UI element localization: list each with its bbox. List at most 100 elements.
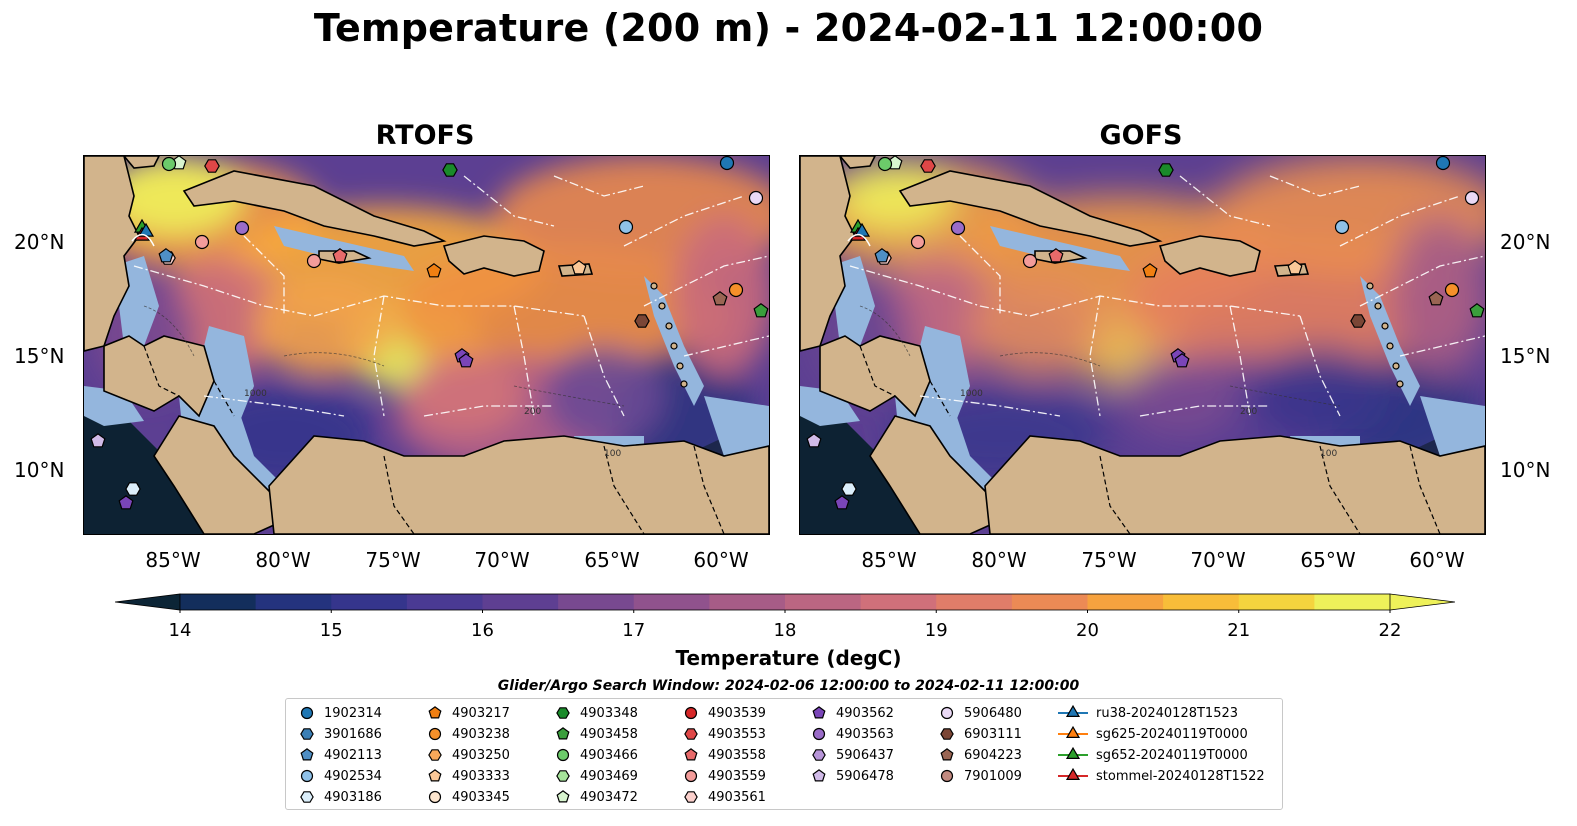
- lon-label-65w-right: 65°W: [1300, 548, 1356, 572]
- pentagon-icon: [940, 748, 954, 761]
- marker-4902534: [618, 219, 634, 235]
- marker-4903217: [1142, 263, 1158, 278]
- marker-4903238: [728, 282, 744, 298]
- marker-6903111: [634, 314, 650, 328]
- marker-6903111: [1350, 314, 1366, 328]
- lon-label-85w-left: 85°W: [145, 548, 201, 572]
- circle-icon: [428, 790, 442, 804]
- legend-item: 4903563: [808, 724, 894, 744]
- pentagon-icon: [428, 706, 442, 719]
- legend-label: 4903458: [580, 726, 638, 742]
- marker-6904223: [1428, 291, 1444, 306]
- legend-item: 5906437: [808, 745, 894, 765]
- lon-label-70w-left: 70°W: [474, 548, 530, 572]
- lon-label-75w-right: 75°W: [1081, 548, 1137, 572]
- legend-item: sg625-20240119T0000: [1056, 724, 1248, 744]
- legend-marker-4902534: [300, 769, 314, 783]
- contour-label-1000: 1000: [960, 389, 983, 399]
- triangle-icon: [1058, 725, 1088, 738]
- lat-label-15n-left: 15°N: [14, 344, 65, 368]
- lat-label-10n-left: 10°N: [14, 458, 65, 482]
- legend-label: 1902314: [324, 705, 382, 721]
- marker-4903558: [1048, 248, 1064, 263]
- legend-item: 4903469: [552, 766, 638, 786]
- legend-item: stommel-20240128T1522: [1056, 766, 1265, 786]
- marker-5906480: [1464, 190, 1480, 206]
- legend-marker-3901686: [300, 728, 314, 740]
- hexagon-icon: [428, 749, 442, 761]
- legend-label: 5906480: [964, 705, 1022, 721]
- legend-label: 5906437: [836, 747, 894, 763]
- triangle-icon: [1058, 746, 1088, 759]
- legend-item: 5906480: [936, 703, 1022, 723]
- legend-marker-5906437: [812, 749, 826, 761]
- hexagon-icon: [556, 770, 570, 782]
- legend-label: 4903558: [708, 747, 766, 763]
- legend-item: 4902113: [296, 745, 382, 765]
- legend-label: 4903345: [452, 789, 510, 805]
- legend-item: 4903345: [424, 787, 510, 807]
- legend-marker-6904223: [940, 748, 954, 761]
- legend-item: 4903458: [552, 724, 638, 744]
- legend-marker-4903333: [428, 769, 442, 782]
- colorbar: [115, 593, 1455, 613]
- legend-marker-4903559: [684, 769, 698, 783]
- legend-marker-4903562: [812, 706, 826, 719]
- legend-label: 4903333: [452, 768, 510, 784]
- marker-4903217: [426, 263, 442, 278]
- legend-marker-6903111: [940, 728, 954, 740]
- lat-label-20n-right: 20°N: [1500, 230, 1551, 254]
- legend-item: 4903559: [680, 766, 766, 786]
- colorbar-tick-19: 19: [924, 620, 948, 641]
- marker-5906478: [806, 433, 822, 448]
- gofs-map: 1000 200 100: [799, 155, 1486, 535]
- legend-marker-4903186: [300, 791, 314, 803]
- marker-4903458: [753, 303, 769, 318]
- legend-item: ru38-20240128T1523: [1056, 703, 1238, 723]
- colorbar-tick-20: 20: [1076, 620, 1099, 641]
- legend-label: 4902534: [324, 768, 382, 784]
- legend-marker-4903553: [684, 728, 698, 740]
- lon-label-80w-left: 80°W: [255, 548, 311, 572]
- legend-label: 4903250: [452, 747, 510, 763]
- legend-marker-4903458: [556, 727, 570, 740]
- marker-4903238: [1444, 282, 1460, 298]
- legend-item: 7901009: [936, 766, 1022, 786]
- pentagon-icon: [428, 769, 442, 782]
- legend-marker-4903250: [428, 749, 442, 761]
- legend-item: 4903186: [296, 787, 382, 807]
- legend: 1902314 3901686 4902113 4902534 4903186 49032…: [285, 698, 1283, 810]
- marker-4903559: [306, 253, 322, 269]
- legend-marker-4903466: [556, 748, 570, 762]
- legend-item: sg652-20240119T0000: [1056, 745, 1248, 765]
- legend-marker-sg652-20240119T0000: [1065, 746, 1081, 759]
- marker-4903333: [571, 260, 587, 275]
- legend-item: 4903466: [552, 745, 638, 765]
- colorbar-tick-18: 18: [773, 620, 797, 641]
- legend-label: 4903348: [580, 705, 638, 721]
- legend-item: 4903333: [424, 766, 510, 786]
- legend-marker-5906478: [812, 769, 826, 782]
- legend-label: sg625-20240119T0000: [1096, 726, 1248, 742]
- hexagon-icon: [684, 791, 698, 803]
- marker-4903559: [194, 234, 210, 250]
- colorbar-label: Temperature (degC): [675, 646, 902, 670]
- legend-item: 4903539: [680, 703, 766, 723]
- legend-item: 4903558: [680, 745, 766, 765]
- legend-label: 4903559: [708, 768, 766, 784]
- legend-marker-4902113: [300, 748, 314, 761]
- legend-marker-ru38-20240128T1523: [1065, 704, 1081, 717]
- marker-5906480: [748, 190, 764, 206]
- legend-marker-4903345: [428, 790, 442, 804]
- marker-4903466: [877, 156, 893, 172]
- marker-6904223: [712, 291, 728, 306]
- legend-label: 4903469: [580, 768, 638, 784]
- legend-item: 4903238: [424, 724, 510, 744]
- marker-4903558: [332, 248, 348, 263]
- marker-4903186: [125, 482, 141, 496]
- legend-label: 4903539: [708, 705, 766, 721]
- circle-icon: [684, 769, 698, 783]
- lat-label-20n-left: 20°N: [14, 230, 65, 254]
- contour-label-100: 100: [1320, 449, 1337, 459]
- legend-label: 4902113: [324, 747, 382, 763]
